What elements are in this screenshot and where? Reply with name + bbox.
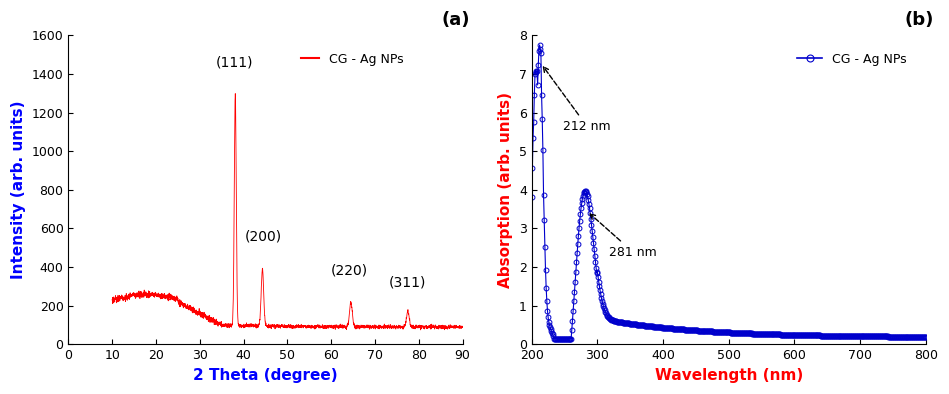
Text: (200): (200) <box>245 229 282 243</box>
Text: (220): (220) <box>331 264 368 278</box>
Text: (311): (311) <box>389 275 426 290</box>
X-axis label: Wavelength (nm): Wavelength (nm) <box>655 368 803 383</box>
Text: 212 nm: 212 nm <box>544 67 611 133</box>
Text: 281 nm: 281 nm <box>590 214 657 258</box>
Legend: CG - Ag NPs: CG - Ag NPs <box>296 48 409 71</box>
Legend: CG - Ag NPs: CG - Ag NPs <box>792 48 912 71</box>
Y-axis label: Absorption (arb. units): Absorption (arb. units) <box>498 92 513 288</box>
Y-axis label: Intensity (arb. units): Intensity (arb. units) <box>11 100 27 279</box>
Text: (111): (111) <box>216 55 253 69</box>
Text: (a): (a) <box>442 11 471 29</box>
X-axis label: 2 Theta (degree): 2 Theta (degree) <box>194 368 338 383</box>
Text: (b): (b) <box>904 11 934 29</box>
